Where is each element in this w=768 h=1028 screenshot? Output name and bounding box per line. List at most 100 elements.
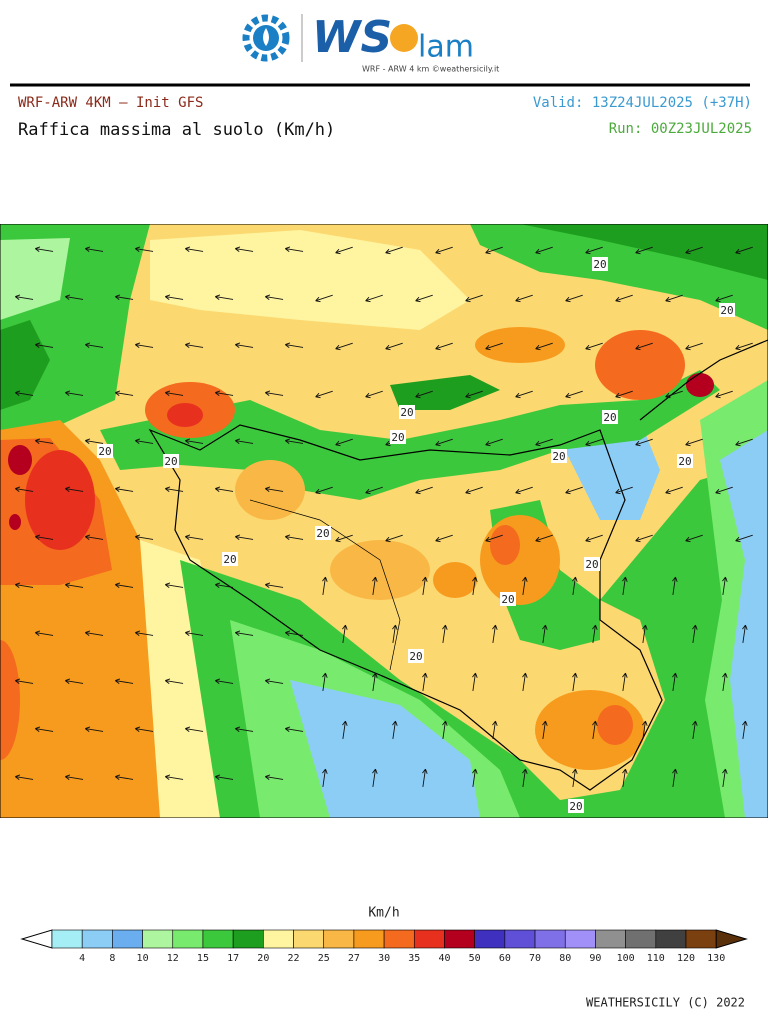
wind-arrow <box>265 678 284 685</box>
wind-arrow <box>515 486 533 495</box>
wind-arrow <box>265 390 284 397</box>
wind-arrow <box>465 294 483 303</box>
wind-arrow <box>385 246 403 255</box>
colorbar-swatch <box>51 929 83 949</box>
wind-arrow <box>215 486 234 493</box>
wind-arrow <box>635 246 653 255</box>
contour-label: 20 <box>98 445 111 458</box>
colorbar-swatch <box>81 929 113 949</box>
wind-arrow <box>235 246 254 253</box>
wind-arrow <box>265 294 284 301</box>
wind-arrow <box>672 576 678 595</box>
field <box>720 430 768 818</box>
wind-arrow <box>135 246 154 253</box>
wind-arrow <box>65 774 84 781</box>
wind-arrow <box>715 390 733 399</box>
wind-arrow <box>572 576 578 595</box>
wind-arrow <box>315 390 333 399</box>
wind-arrow <box>165 678 184 685</box>
coastline <box>639 339 768 421</box>
wind-arrow <box>622 672 628 691</box>
wind-arrow <box>735 438 753 447</box>
field <box>390 375 500 410</box>
wind-arrow <box>715 486 733 495</box>
contour-label-bg <box>592 257 608 271</box>
contour-label: 20 <box>400 406 413 419</box>
wind-arrow <box>15 486 34 493</box>
contour-label-bg <box>97 444 113 458</box>
wind-arrow <box>392 624 398 643</box>
wind-arrow <box>472 768 478 787</box>
colorbar-swatch <box>534 929 566 949</box>
colorbar-tick-label: 10 <box>137 953 149 964</box>
wind-arrow <box>535 534 553 543</box>
wind-arrow <box>615 294 633 303</box>
wind-arrow <box>515 294 533 303</box>
wind-arrow <box>15 390 34 397</box>
colorbar-swatch <box>232 929 264 949</box>
colorbar-end <box>20 929 53 949</box>
wind-arrow <box>735 342 753 351</box>
wind-arrow <box>465 390 483 399</box>
wind-arrow <box>592 720 598 739</box>
wind-arrow <box>35 438 54 445</box>
wind-arrow <box>35 630 54 637</box>
field <box>686 373 714 397</box>
logo: WS lam WRF - ARW 4 km ©weathersicily.it <box>242 12 499 74</box>
wind-arrow <box>335 534 353 543</box>
logo-brand: WS <box>312 12 392 63</box>
wind-arrow <box>415 390 433 399</box>
wind-arrow <box>622 576 628 595</box>
colorbar-swatch <box>595 929 626 949</box>
wind-arrow <box>415 294 433 303</box>
colorbar-tick-label: 4 <box>79 953 85 964</box>
contour-label-bg <box>390 430 406 444</box>
contour-label: 20 <box>603 411 616 424</box>
wind-arrow <box>342 624 348 643</box>
wind-arrow <box>492 624 498 643</box>
logo-drop <box>263 28 269 46</box>
colorbar-swatch <box>655 929 687 949</box>
wind-arrow <box>485 438 503 447</box>
wind-arrow <box>585 246 603 255</box>
wind-arrow <box>492 720 498 739</box>
map-title: Raffica massima al suolo (Km/h) <box>18 120 335 140</box>
wind-arrow <box>65 294 84 301</box>
wind-arrow <box>115 582 134 589</box>
map: 20 20 20 20 20 20 20 20 20 20 20 20 20 20 20 <box>0 224 768 818</box>
wind-arrow <box>115 294 134 301</box>
wind-arrow <box>535 438 553 447</box>
field <box>433 562 477 598</box>
wind-arrow <box>642 720 648 739</box>
wind-arrow <box>722 768 728 787</box>
wind-arrow <box>565 390 583 399</box>
contour-label: 20 <box>552 450 565 463</box>
wind-arrow <box>115 678 134 685</box>
wind-arrow <box>185 342 204 349</box>
wind-arrow <box>35 246 54 253</box>
wind-arrow <box>665 390 683 399</box>
logo-tagline: WRF - ARW 4 km ©weathersicily.it <box>362 65 499 74</box>
colorbar-tick-label: 50 <box>469 953 481 964</box>
contour-label: 20 <box>501 593 514 606</box>
wind-arrow <box>615 390 633 399</box>
wind-arrow <box>235 726 254 733</box>
wind-arrow <box>435 246 453 255</box>
wind-arrow <box>165 294 184 301</box>
wind-arrow <box>85 726 104 733</box>
field <box>330 540 430 600</box>
wind-arrow <box>165 774 184 781</box>
wind-arrow <box>85 534 104 541</box>
wind-arrow <box>422 672 428 691</box>
field <box>25 450 95 550</box>
wind-arrow <box>485 534 503 543</box>
colorbar-tick-label: 8 <box>109 953 115 964</box>
wind-arrow <box>65 486 84 493</box>
contour-label-bg <box>719 303 735 317</box>
field <box>597 705 633 745</box>
wind-arrow <box>135 726 154 733</box>
wind-arrow <box>35 534 54 541</box>
colorbar-swatch <box>353 929 385 949</box>
wind-arrow <box>215 582 234 589</box>
contour-label-bg <box>315 526 331 540</box>
